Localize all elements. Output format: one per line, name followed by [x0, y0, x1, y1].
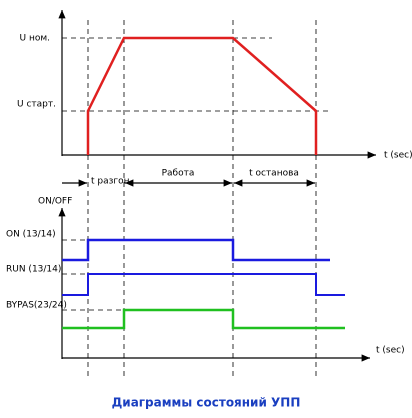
signal-label: RUN (13/14) — [6, 265, 61, 275]
caption: Диаграммы состояний УПП — [112, 396, 301, 410]
phase-label: t разгон — [91, 177, 130, 187]
top-axes — [58, 9, 376, 159]
dashed-guides — [62, 20, 330, 378]
phase-label: Работа — [162, 169, 195, 179]
signal-label: ON (13/14) — [6, 230, 56, 240]
y-label: ON/OFF — [38, 197, 72, 207]
x-label: t (sec) — [376, 346, 405, 356]
run-signal — [62, 273, 345, 296]
bypass-signal — [62, 308, 345, 330]
on-signal — [62, 238, 330, 262]
u-start-label: U старт. — [17, 100, 56, 110]
phase-label: t останова — [249, 169, 299, 179]
bottom-axes — [58, 208, 370, 362]
x-label: t (sec) — [384, 151, 412, 161]
voltage-curve — [86, 36, 318, 155]
u-nom-label: U ном. — [20, 34, 51, 44]
signal-label: BYPAS(23/24) — [6, 301, 67, 311]
